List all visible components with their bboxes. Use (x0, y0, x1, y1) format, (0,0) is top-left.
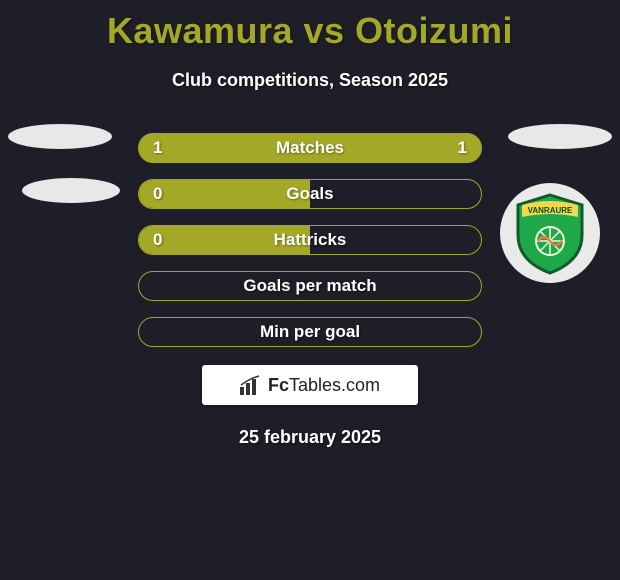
stat-label: Hattricks (274, 230, 347, 250)
stat-row-hattricks: 0 Hattricks (138, 225, 482, 255)
stat-label: Min per goal (260, 322, 360, 342)
stat-left-value: 0 (153, 230, 162, 250)
stat-label: Goals (286, 184, 333, 204)
stat-left-value: 1 (153, 138, 162, 158)
shield-icon: VANRAURE (512, 191, 588, 275)
club-badge: VANRAURE (500, 183, 600, 283)
stat-row-min-per-goal: Min per goal (138, 317, 482, 347)
date-text: 25 february 2025 (0, 427, 620, 448)
stat-right-value: 1 (458, 138, 467, 158)
brand-text: FcTables.com (268, 375, 380, 396)
stat-row-goals: 0 Goals (138, 179, 482, 209)
bar-chart-icon (240, 375, 262, 395)
brand-box: FcTables.com (202, 365, 418, 405)
stat-label: Goals per match (243, 276, 376, 296)
player-left-ellipse-2 (22, 178, 120, 203)
subtitle: Club competitions, Season 2025 (0, 70, 620, 91)
stat-row-goals-per-match: Goals per match (138, 271, 482, 301)
stat-row-matches: 1 Matches 1 (138, 133, 482, 163)
stat-left-value: 0 (153, 184, 162, 204)
player-left-ellipse-1 (8, 124, 112, 149)
player-right-ellipse-1 (508, 124, 612, 149)
stat-label: Matches (276, 138, 344, 158)
page-title: Kawamura vs Otoizumi (0, 0, 620, 52)
badge-banner-text: VANRAURE (528, 206, 573, 215)
